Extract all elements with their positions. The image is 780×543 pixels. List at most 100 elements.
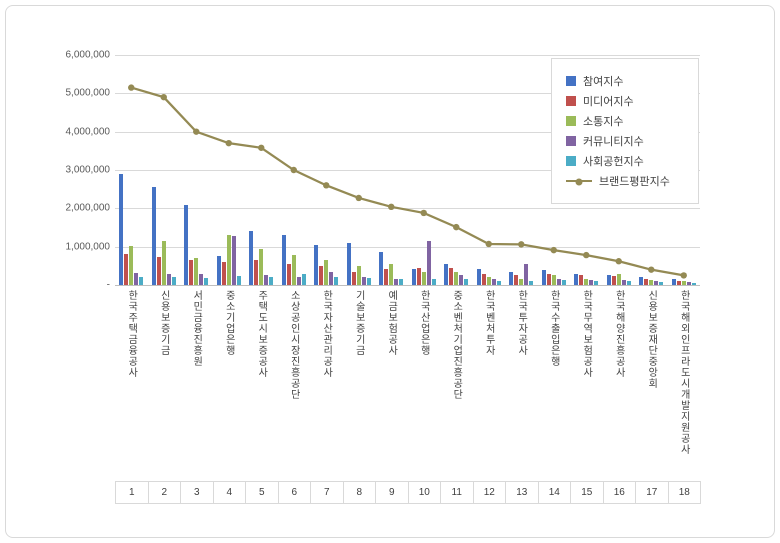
- bar-사회공헌지수: [464, 279, 469, 285]
- rank-label: 15: [571, 482, 604, 503]
- bar-커뮤니티지수: [686, 281, 691, 285]
- bar-참여지수: [541, 270, 546, 285]
- bar-참여지수: [346, 242, 351, 285]
- legend-item: 사회공헌지수: [566, 153, 698, 169]
- rank-label: 9: [376, 482, 409, 503]
- category-label: 서민금융진흥원: [180, 290, 213, 485]
- legend-item: 브랜드평판지수: [566, 173, 698, 189]
- category-label-text: 중소기업은행: [223, 290, 235, 356]
- line-marker-브랜드평판지수: [615, 258, 622, 265]
- bar-소통지수: [584, 279, 589, 285]
- bar-사회공헌지수: [626, 281, 631, 285]
- gridline: [115, 131, 700, 133]
- bar-사회공헌지수: [691, 282, 696, 285]
- category-label: 한국수출입은행: [538, 290, 571, 485]
- category-label: 중소기업은행: [213, 290, 246, 485]
- bar-사회공헌지수: [171, 277, 176, 285]
- bar-참여지수: [314, 244, 319, 285]
- category-label-text: 신용보증기금: [158, 290, 170, 356]
- category-label-text: 한국산업은행: [418, 290, 430, 356]
- gridline: [115, 93, 700, 95]
- bar-참여지수: [249, 231, 254, 285]
- bar-소통지수: [649, 280, 654, 285]
- line-marker-브랜드평판지수: [258, 144, 265, 151]
- bar-커뮤니티지수: [524, 263, 529, 285]
- bar-커뮤니티지수: [231, 235, 236, 285]
- y-tick-label: 5,000,000: [65, 87, 111, 99]
- bar-사회공헌지수: [334, 277, 339, 285]
- bar-미디어지수: [156, 257, 161, 285]
- rank-label: 1: [116, 482, 149, 503]
- bar-참여지수: [509, 271, 514, 285]
- category-label-text: 서민금융진흥원: [190, 290, 202, 367]
- legend-swatch: [566, 156, 576, 166]
- bar-참여지수: [119, 173, 124, 285]
- bar-소통지수: [226, 235, 231, 285]
- bar-사회공헌지수: [204, 278, 209, 285]
- line-브랜드평판지수: [130, 86, 684, 277]
- bar-참여지수: [476, 268, 481, 285]
- bar-커뮤니티지수: [264, 275, 269, 285]
- category-label: 한국무역보험공사: [570, 290, 603, 485]
- bar-사회공헌지수: [496, 281, 501, 285]
- category-axis-labels: 한국주택금융공사 신용보증기금 서민금융진흥원 중소기업은행 주택도시보증공사 소상공인시…: [115, 286, 700, 481]
- bar-참여지수: [639, 277, 644, 285]
- bar-소통지수: [454, 271, 459, 285]
- legend-line-marker: [566, 178, 592, 186]
- bar-소통지수: [129, 245, 134, 285]
- category-label: 신용보증기금: [148, 290, 181, 485]
- rank-label: 6: [279, 482, 311, 503]
- line-marker-브랜드평판지수: [583, 251, 590, 259]
- bar-사회공헌지수: [529, 281, 534, 285]
- bar-소통지수: [681, 281, 686, 285]
- line-marker-브랜드평판지수: [388, 203, 395, 210]
- bar-미디어지수: [286, 263, 291, 285]
- legend-label: 사회공헌지수: [583, 156, 644, 168]
- legend-label: 소통지수: [583, 116, 624, 128]
- bar-커뮤니티지수: [491, 279, 496, 285]
- bar-소통지수: [389, 263, 394, 285]
- bar-참여지수: [411, 268, 416, 285]
- line-marker-브랜드평판지수: [420, 209, 427, 217]
- line-series-layer: [128, 84, 687, 279]
- bar-소통지수: [486, 277, 491, 285]
- bar-소통지수: [551, 275, 556, 285]
- bar-미디어지수: [319, 265, 324, 285]
- bar-사회공헌지수: [399, 279, 404, 285]
- bar-참여지수: [671, 279, 676, 285]
- rank-label: 4: [214, 482, 246, 503]
- gridline: [115, 246, 700, 248]
- y-tick-label: 4,000,000: [65, 126, 111, 138]
- bar-소통지수: [194, 258, 199, 285]
- line-marker-브랜드평판지수: [550, 246, 557, 254]
- bar-참여지수: [574, 273, 579, 285]
- category-label-text: 한국투자공사: [515, 290, 527, 356]
- category-label: 중소벤처기업진흥공단: [440, 290, 473, 485]
- bar-커뮤니티지수: [621, 280, 626, 285]
- legend-swatch: [566, 96, 576, 106]
- category-label: 신용보증재단중앙회: [635, 290, 668, 485]
- rank-label: 2: [149, 482, 181, 503]
- rank-label: 12: [474, 482, 506, 503]
- rank-label: 3: [181, 482, 214, 503]
- rank-number-row: 1 2 3 4 5 6 7 8 9 10 11 12 13 14 15 16 17 18: [115, 481, 701, 504]
- legend-item: 미디어지수: [566, 93, 698, 109]
- bar-사회공헌지수: [139, 277, 144, 285]
- legend-label: 미디어지수: [583, 96, 634, 108]
- bar-소통지수: [356, 265, 361, 285]
- line-marker-브랜드평판지수: [128, 84, 135, 91]
- legend-label: 참여지수: [583, 76, 624, 88]
- bar-소통지수: [291, 255, 296, 285]
- bar-커뮤니티지수: [134, 273, 139, 285]
- category-label: 주택도시보증공사: [245, 290, 278, 485]
- line-marker-브랜드평판지수: [225, 139, 232, 147]
- category-label-text: 한국자산관리공사: [320, 290, 332, 378]
- category-label-text: 한국무역보험공사: [580, 290, 592, 378]
- legend-swatch: [566, 116, 576, 126]
- rank-label: 5: [246, 482, 279, 503]
- legend-dot: [575, 178, 583, 186]
- line-marker-브랜드평판지수: [680, 272, 687, 279]
- line-marker-브랜드평판지수: [485, 240, 492, 248]
- rank-label: 17: [636, 482, 669, 503]
